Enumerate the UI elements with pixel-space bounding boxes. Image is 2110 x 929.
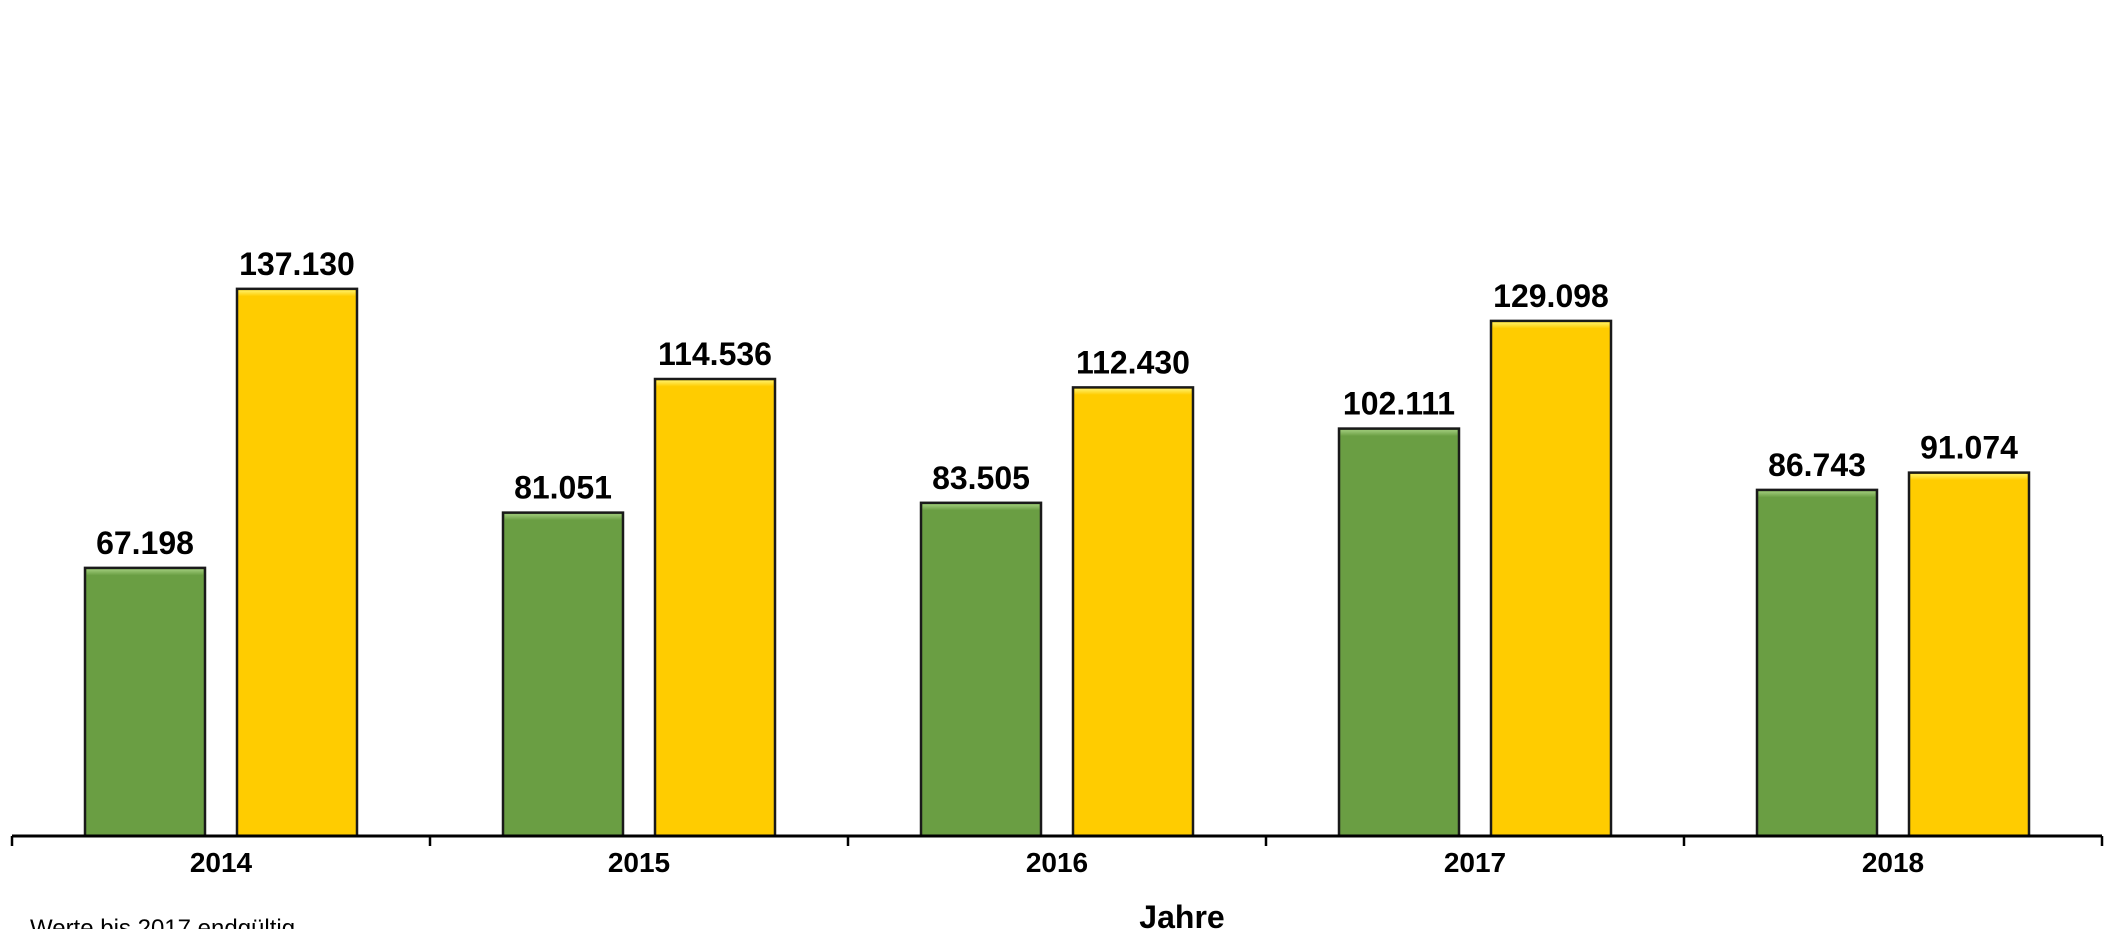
bar-2015-series-1 <box>501 511 625 838</box>
value-label-2014-series-1: 67.198 <box>96 525 194 561</box>
value-label-2018-series-1: 86.743 <box>1768 447 1866 483</box>
bar-2016-series-1 <box>919 501 1043 838</box>
value-label-2015-series-1: 81.051 <box>514 470 612 506</box>
value-label-2017-series-2: 129.098 <box>1493 278 1609 314</box>
x-tick-label-2015: 2015 <box>608 847 670 878</box>
bar-top-highlight <box>1074 388 1192 395</box>
value-labels-layer: 67.198 137.130 81.051 114.536 83.505 112.430 1… <box>96 246 2018 561</box>
bar-top-highlight <box>1758 491 1876 498</box>
value-label-2015-series-2: 114.536 <box>658 336 772 372</box>
footnote: Werte bis 2017 endgültig <box>30 915 295 929</box>
bar-top-highlight <box>504 514 622 521</box>
bar-top-highlight <box>1910 474 2028 481</box>
bar-top-highlight <box>86 569 204 576</box>
bars-layer <box>83 287 2031 838</box>
bar-top-highlight <box>656 380 774 387</box>
bar-2017-series-1 <box>1337 427 1461 838</box>
bar-2018-series-2 <box>1907 471 2031 838</box>
bar-2014-series-2 <box>235 287 359 838</box>
value-label-2014-series-2: 137.130 <box>239 246 355 282</box>
x-axis-title: Jahre <box>1139 899 1224 929</box>
bar-top-highlight <box>1340 430 1458 437</box>
bar-2014-series-1 <box>83 566 207 838</box>
x-tick-label-2016: 2016 <box>1026 847 1088 878</box>
x-tick-label-2018: 2018 <box>1862 847 1924 878</box>
x-axis: 2014 2015 2016 2017 2018 <box>10 834 2104 878</box>
bar-2016-series-2 <box>1071 386 1195 838</box>
bar-2017-series-2 <box>1489 319 1613 838</box>
value-label-2017-series-1: 102.111 <box>1343 386 1455 422</box>
bar-2018-series-1 <box>1755 488 1879 838</box>
bar-top-highlight <box>922 504 1040 511</box>
x-tick-label-2014: 2014 <box>190 847 253 878</box>
value-label-2018-series-2: 91.074 <box>1920 430 2018 466</box>
value-label-2016-series-1: 83.505 <box>932 460 1030 496</box>
value-label-2016-series-2: 112.430 <box>1076 344 1190 380</box>
bar-top-highlight <box>1492 322 1610 329</box>
bar-2015-series-2 <box>653 377 777 838</box>
x-tick-label-2017: 2017 <box>1444 847 1506 878</box>
bar-top-highlight <box>238 290 356 297</box>
